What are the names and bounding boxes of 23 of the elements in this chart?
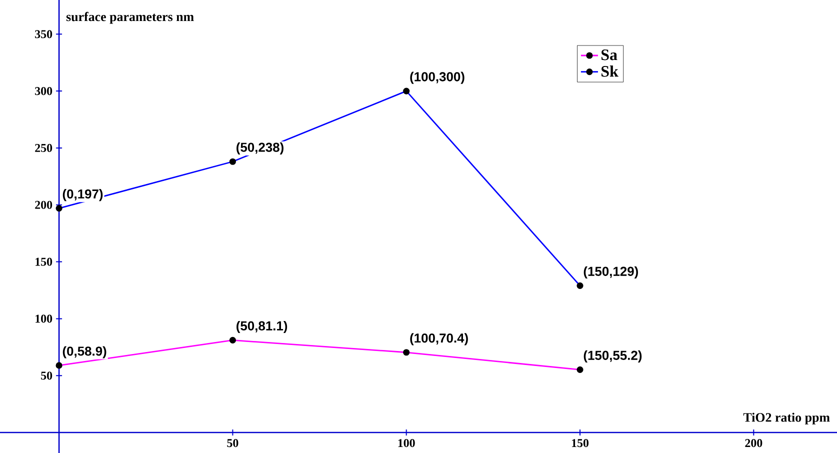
legend-label: Sk: [602, 66, 618, 77]
annotation: (150,55.2): [584, 350, 642, 363]
x-tick-label: 100: [398, 439, 415, 448]
y-tick-label: 150: [36, 258, 52, 266]
annotation: (0,197): [62, 189, 103, 202]
y-tick-label: 50: [41, 372, 52, 380]
y-tick-label: 350: [35, 30, 52, 38]
y-tick-label: 200: [35, 200, 52, 209]
y-tick-label: 250: [35, 144, 52, 152]
x-tick-label: 150: [572, 439, 589, 448]
annotation: (150,129): [584, 266, 638, 279]
annotation: (50,81.1): [236, 320, 288, 334]
x-tick-label: 50: [227, 439, 238, 448]
x-axis-title: TiO2 ratio ppm: [743, 412, 830, 424]
annotation: (50,238): [236, 142, 284, 154]
annotation: (100,70.4): [410, 333, 468, 346]
y-tick-label: 300: [35, 87, 52, 96]
y-tick-label: 100: [36, 314, 52, 323]
y-axis-title: surface parameters nm: [66, 12, 194, 24]
annotation: (0,58.9): [62, 346, 106, 358]
legend-label: Sa: [602, 49, 618, 60]
annotation: (100,300): [410, 72, 464, 84]
x-tick-label: 200: [745, 439, 762, 448]
